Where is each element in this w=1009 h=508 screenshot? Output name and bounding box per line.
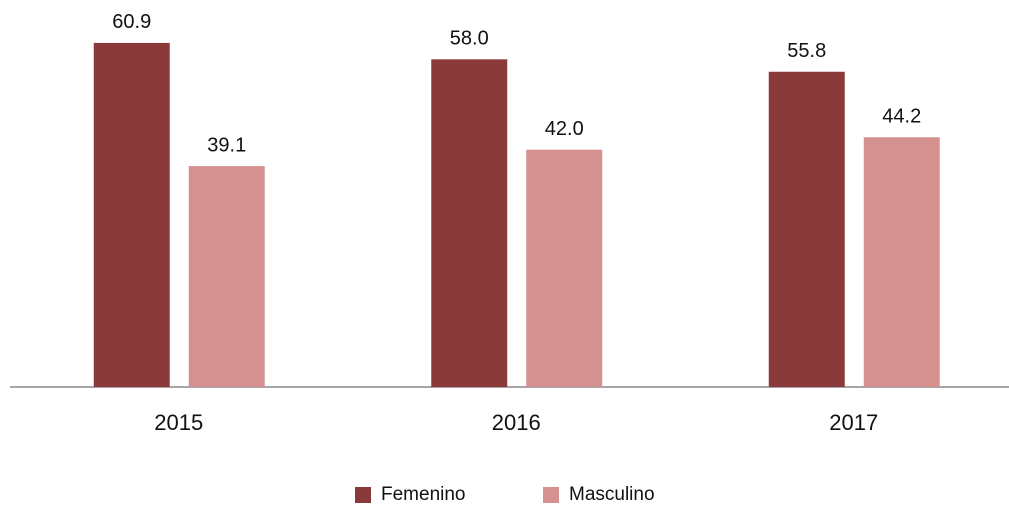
bar bbox=[431, 59, 508, 387]
data-label: 44.2 bbox=[882, 106, 921, 128]
data-label: 58.0 bbox=[450, 28, 489, 50]
legend-label: Masculino bbox=[569, 484, 655, 505]
x-tick-label: 2017 bbox=[829, 410, 878, 435]
bar bbox=[768, 71, 845, 387]
legend-label: Femenino bbox=[381, 484, 466, 505]
data-label: 55.8 bbox=[787, 40, 826, 62]
bar bbox=[863, 137, 940, 387]
x-tick-label: 2016 bbox=[492, 410, 541, 435]
data-label: 39.1 bbox=[207, 134, 246, 156]
bar bbox=[526, 149, 603, 387]
bar bbox=[188, 166, 265, 387]
legend-swatch bbox=[543, 487, 559, 503]
data-label: 42.0 bbox=[545, 118, 584, 140]
bar bbox=[93, 42, 170, 387]
data-label: 60.9 bbox=[112, 11, 151, 33]
legend-swatch bbox=[355, 487, 371, 503]
x-tick-label: 2015 bbox=[154, 410, 203, 435]
